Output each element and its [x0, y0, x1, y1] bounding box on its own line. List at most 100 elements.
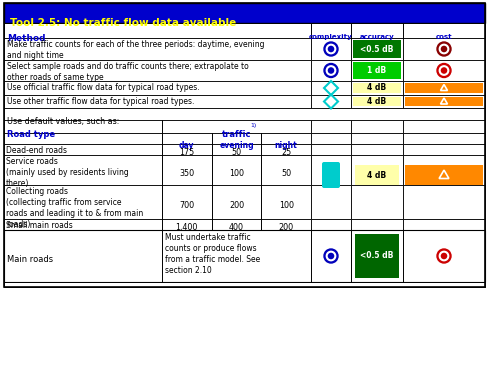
Text: 1,400: 1,400: [175, 223, 198, 232]
Bar: [404, 97, 482, 106]
Bar: [354, 165, 398, 185]
Text: night: night: [274, 141, 297, 150]
Bar: [4, 60, 310, 81]
Bar: [4, 282, 484, 287]
Text: Tool 2.5: No traffic flow data available: Tool 2.5: No traffic flow data available: [10, 18, 236, 28]
Circle shape: [436, 249, 450, 263]
Text: 700: 700: [179, 200, 194, 210]
Text: traffic: traffic: [221, 130, 251, 139]
Bar: [350, 219, 402, 230]
Bar: [350, 155, 402, 185]
Text: 350: 350: [179, 168, 194, 177]
Bar: [352, 83, 400, 93]
Text: 200: 200: [278, 223, 293, 232]
Bar: [352, 97, 400, 106]
Text: 4 dB: 4 dB: [366, 171, 386, 180]
Text: 200: 200: [228, 200, 244, 210]
Circle shape: [324, 63, 337, 78]
Text: Service roads
(mainly used by residents living
there): Service roads (mainly used by residents …: [6, 157, 128, 188]
Text: 100: 100: [228, 168, 244, 177]
Circle shape: [436, 63, 450, 78]
Bar: [354, 234, 398, 278]
Text: Use default values, such as:: Use default values, such as:: [7, 117, 119, 126]
Bar: [4, 81, 310, 95]
Bar: [402, 120, 484, 133]
Bar: [404, 83, 482, 93]
Bar: [4, 133, 310, 144]
Bar: [4, 120, 310, 133]
Bar: [310, 38, 350, 60]
Text: complexity: complexity: [308, 34, 352, 40]
Bar: [310, 155, 350, 185]
Text: 50: 50: [231, 148, 241, 157]
Bar: [350, 38, 402, 60]
Bar: [4, 230, 484, 282]
Text: Method: Method: [7, 34, 45, 43]
Bar: [4, 144, 310, 155]
Bar: [402, 81, 484, 95]
Bar: [402, 155, 484, 185]
Text: Road type: Road type: [7, 130, 55, 139]
Bar: [350, 81, 402, 95]
Text: Select sample roads and do traffic counts there; extrapolate to
other roads of s: Select sample roads and do traffic count…: [7, 62, 248, 82]
Text: 4 dB: 4 dB: [366, 83, 386, 92]
Text: day: day: [179, 141, 194, 150]
FancyBboxPatch shape: [321, 162, 339, 188]
Bar: [4, 185, 310, 219]
Text: 100: 100: [278, 200, 293, 210]
Circle shape: [324, 249, 337, 263]
Text: Must undertake traffic
counts or produce flows
from a traffic model. See
section: Must undertake traffic counts or produce…: [164, 233, 260, 275]
Text: 175: 175: [179, 148, 194, 157]
Bar: [402, 95, 484, 108]
Text: Main roads: Main roads: [7, 255, 53, 263]
Bar: [310, 60, 350, 81]
Text: Make traffic counts for each of the three periods: daytime, evening
and night ti: Make traffic counts for each of the thre…: [7, 40, 264, 60]
Text: Use official traffic flow data for typical road types.: Use official traffic flow data for typic…: [7, 83, 199, 92]
Bar: [350, 60, 402, 81]
Bar: [352, 40, 400, 58]
Text: accuracy: accuracy: [359, 34, 393, 40]
Text: 400: 400: [228, 223, 244, 232]
Bar: [350, 133, 402, 144]
Text: cost: cost: [435, 34, 451, 40]
Bar: [310, 185, 350, 219]
Bar: [352, 62, 400, 79]
Bar: [404, 165, 482, 185]
Text: 50: 50: [281, 168, 291, 177]
Text: <0.5 dB: <0.5 dB: [360, 252, 393, 260]
Bar: [4, 219, 310, 230]
Circle shape: [324, 42, 337, 56]
Bar: [402, 185, 484, 219]
Text: 1): 1): [250, 123, 256, 128]
Text: Dead-end roads: Dead-end roads: [6, 146, 67, 155]
Text: Use other traffic flow data for typical road types.: Use other traffic flow data for typical …: [7, 97, 194, 106]
Bar: [310, 133, 350, 144]
Bar: [4, 3, 484, 23]
Text: evening: evening: [219, 141, 253, 150]
Text: 4 dB: 4 dB: [366, 97, 386, 106]
Bar: [402, 144, 484, 155]
Circle shape: [436, 42, 450, 56]
Text: 25: 25: [281, 148, 291, 157]
Bar: [4, 23, 484, 38]
Bar: [4, 38, 310, 60]
Bar: [4, 155, 310, 185]
Bar: [310, 81, 350, 95]
Text: 1 dB: 1 dB: [366, 66, 386, 75]
Bar: [350, 144, 402, 155]
Bar: [4, 95, 310, 108]
Text: <0.5 dB: <0.5 dB: [360, 45, 393, 53]
Bar: [310, 95, 350, 108]
Bar: [402, 60, 484, 81]
Bar: [4, 108, 484, 120]
Bar: [310, 219, 350, 230]
Bar: [402, 133, 484, 144]
Bar: [310, 120, 350, 133]
Bar: [350, 95, 402, 108]
Bar: [310, 144, 350, 155]
Bar: [350, 120, 402, 133]
Bar: [350, 185, 402, 219]
Bar: [402, 38, 484, 60]
Bar: [402, 219, 484, 230]
Bar: [4, 3, 484, 287]
